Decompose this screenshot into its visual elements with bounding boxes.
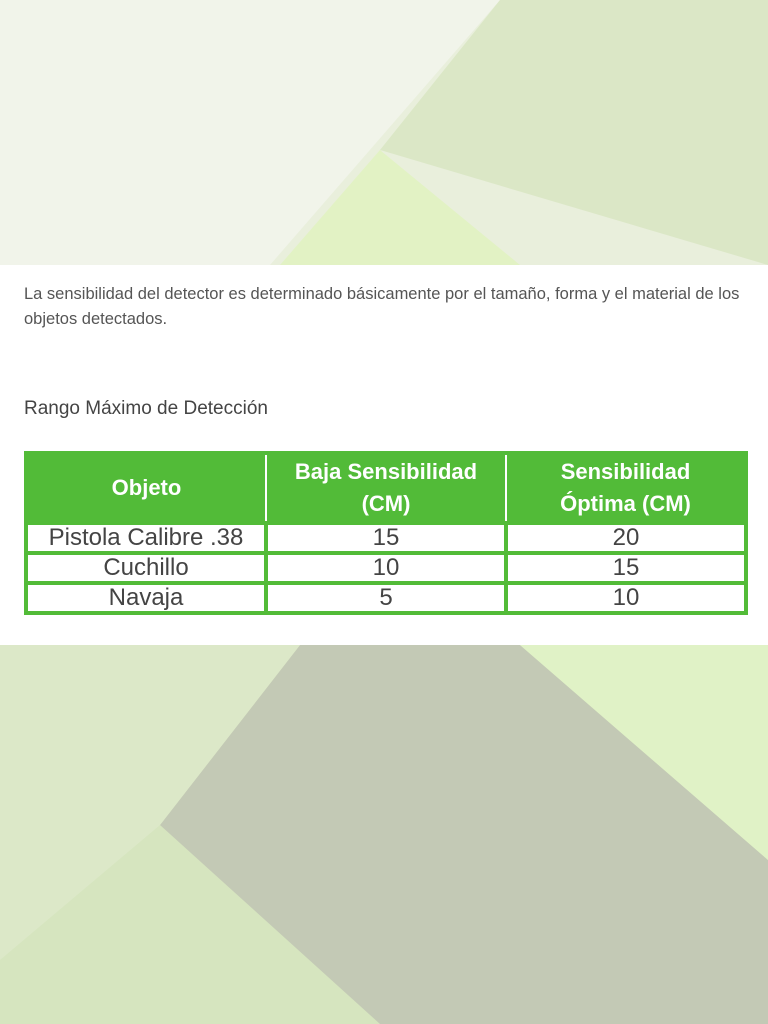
cell-objeto: Navaja — [24, 581, 268, 615]
detection-range-table: Objeto Baja Sensibilidad (CM) Sensibilid… — [24, 451, 748, 615]
decorative-shape — [160, 645, 768, 1024]
table-row: Pistola Calibre .38 15 20 — [24, 521, 748, 555]
header-baja-sensibilidad: Baja Sensibilidad (CM) — [265, 453, 506, 523]
table-header-row: Objeto Baja Sensibilidad (CM) Sensibilid… — [26, 453, 746, 523]
cell-baja: 10 — [264, 551, 508, 585]
section-title: Rango Máximo de Detección — [24, 398, 268, 419]
cell-baja: 15 — [264, 521, 508, 555]
cell-objeto: Pistola Calibre .38 — [24, 521, 268, 555]
cell-optima: 10 — [504, 581, 748, 615]
cell-optima: 20 — [504, 521, 748, 555]
table-row: Cuchillo 10 15 — [24, 551, 748, 585]
decorative-shape — [280, 150, 520, 265]
header-objeto: Objeto — [111, 475, 182, 500]
table-row: Navaja 5 10 — [24, 581, 748, 615]
cell-objeto: Cuchillo — [24, 551, 268, 585]
decorative-shape — [0, 645, 300, 960]
header-sensibilidad-optima: Sensibilidad Óptima (CM) — [505, 453, 746, 523]
decorative-shape — [380, 0, 768, 265]
decorative-shape — [520, 645, 768, 860]
cell-baja: 5 — [264, 581, 508, 615]
cell-optima: 15 — [504, 551, 748, 585]
decorative-shape — [0, 0, 500, 265]
intro-text: La sensibilidad del detector es determin… — [24, 285, 740, 328]
